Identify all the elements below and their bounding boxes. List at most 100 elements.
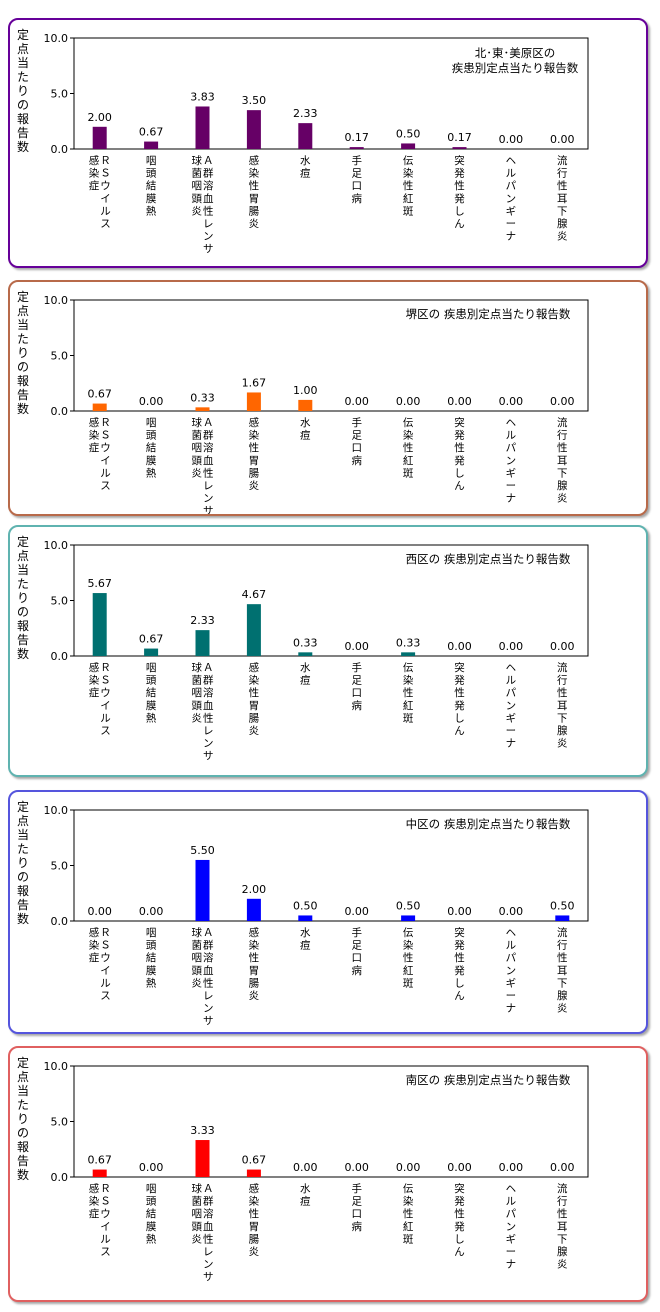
bar-5: [298, 652, 313, 656]
chart-title: 西区の 疾患別定点当たり報告数: [406, 552, 571, 566]
category-label: 手足口病: [351, 416, 362, 467]
chart-svg-5: 10.0 5.0 0.0 南区の 疾患別定点当たり報告数 0.67 ＲＳウイルス感染症 0.…: [44, 1060, 589, 1283]
data-label: 0.00: [447, 1161, 472, 1174]
data-label: 2.33: [190, 614, 215, 627]
data-label: 0.00: [344, 395, 369, 408]
bar-4: [246, 110, 261, 149]
chart-title: 堺区の 疾患別定点当たり報告数: [406, 307, 571, 321]
bar-10: [555, 915, 570, 921]
category-label: 咽頭結膜熱: [146, 927, 157, 989]
data-label: 0.67: [139, 633, 164, 646]
bar-3: [195, 407, 210, 411]
chart-svg-1: 10.0 5.0 0.0 北･東･美原区の疾患別定点当たり報告数 2.00 ＲＳウイルス感…: [44, 32, 589, 255]
data-label: 0.00: [447, 395, 472, 408]
category-label: 突発性発しん: [454, 926, 465, 1002]
data-label: 2.00: [87, 111, 112, 124]
category-label: 突発性発しん: [454, 154, 465, 230]
category-label: 感染性胃腸炎: [249, 926, 260, 1002]
data-label: 0.00: [139, 395, 164, 408]
data-label: 0.00: [550, 1161, 575, 1174]
plot-area: [73, 809, 589, 922]
plot-area: [73, 299, 589, 412]
bar-3: [195, 106, 210, 149]
data-label: 0.00: [293, 1161, 318, 1174]
data-label: 0.00: [344, 1161, 369, 1174]
category-label: ＲＳウイルス感染症: [89, 416, 111, 492]
category-label: 伝染性紅斑: [403, 417, 414, 479]
category-label: 水痘: [300, 417, 311, 442]
bar-1: [92, 403, 107, 411]
bar-4: [246, 1169, 261, 1177]
chart-panel-2: 定点当たりの報告数 10.0 5.0 0.0 堺区の 疾患別定点当たり報告数 0.67 ＲＳ…: [8, 280, 648, 516]
bar-3: [195, 1140, 210, 1177]
y-tick-label: 10.0: [44, 804, 69, 817]
category-label: Ａ群溶血性レンサ球菌咽頭炎: [192, 926, 215, 1027]
bar-7: [401, 915, 416, 921]
data-label: 0.50: [396, 899, 421, 912]
bar-2: [144, 648, 159, 656]
data-label: 0.00: [396, 1161, 421, 1174]
data-label: 0.00: [87, 905, 112, 918]
bar-5: [298, 399, 313, 411]
category-label: 水痘: [300, 155, 311, 180]
category-label: 突発性発しん: [454, 661, 465, 737]
data-label: 0.00: [550, 133, 575, 146]
category-label: Ａ群溶血性レンサ球菌咽頭炎: [192, 1182, 215, 1283]
data-label: 0.00: [499, 395, 524, 408]
category-label: 水痘: [300, 662, 311, 687]
data-label: 0.00: [139, 1161, 164, 1174]
data-label: 0.67: [139, 126, 164, 139]
bar-2: [144, 141, 159, 149]
y-axis-label: 定点当たりの報告数: [16, 535, 29, 661]
bar-3: [195, 859, 210, 921]
data-label: 0.33: [190, 391, 215, 404]
y-tick-label: 0.0: [51, 650, 69, 663]
data-label: 0.00: [447, 640, 472, 653]
category-label: ヘルパンギーナ: [506, 1183, 517, 1271]
data-label: 0.00: [396, 395, 421, 408]
chart-panel-1: 定点当たりの報告数 10.0 5.0 0.0 北･東･美原区の疾患別定点当たり報告数 2.…: [8, 18, 648, 268]
data-label: 2.00: [242, 883, 267, 896]
category-label: 伝染性紅斑: [403, 155, 414, 217]
y-tick-label: 5.0: [51, 595, 69, 608]
category-label: 咽頭結膜熱: [146, 1183, 157, 1245]
data-label: 0.00: [550, 640, 575, 653]
chart-panel-5: 定点当たりの報告数 10.0 5.0 0.0 南区の 疾患別定点当たり報告数 0.67 ＲＳ…: [8, 1046, 648, 1302]
category-label: 水痘: [300, 1183, 311, 1208]
data-label: 4.67: [242, 588, 267, 601]
category-label: ヘルパンギーナ: [506, 417, 517, 505]
chart-title: 南区の 疾患別定点当たり報告数: [406, 1073, 571, 1087]
y-axis-label: 定点当たりの報告数: [16, 28, 29, 154]
category-label: 咽頭結膜熱: [146, 417, 157, 479]
data-label: 0.67: [242, 1154, 267, 1167]
category-label: 突発性発しん: [454, 416, 465, 492]
category-label: ＲＳウイルス感染症: [89, 1182, 111, 1258]
data-label: 2.33: [293, 107, 318, 120]
data-label: 5.67: [87, 577, 112, 590]
chart-svg-2: 10.0 5.0 0.0 堺区の 疾患別定点当たり報告数 0.67 ＲＳウイルス感染症 0.…: [44, 294, 589, 514]
data-label: 3.83: [190, 90, 215, 103]
category-label: 感染性胃腸炎: [249, 1182, 260, 1258]
bar-6: [349, 147, 364, 149]
bar-1: [92, 593, 107, 656]
category-label: Ａ群溶血性レンサ球菌咽頭炎: [192, 154, 215, 255]
data-label: 0.50: [396, 127, 421, 140]
chart-svg-4: 10.0 5.0 0.0 中区の 疾患別定点当たり報告数 0.00 ＲＳウイルス感染症 0.…: [44, 804, 589, 1027]
bar-1: [92, 1169, 107, 1177]
data-label: 0.50: [293, 899, 318, 912]
data-label: 0.17: [447, 131, 472, 144]
chart-panel-4: 定点当たりの報告数 10.0 5.0 0.0 中区の 疾患別定点当たり報告数 0.00 ＲＳ…: [8, 790, 648, 1034]
y-tick-label: 5.0: [51, 350, 69, 363]
y-axis-label: 定点当たりの報告数: [16, 800, 29, 926]
bar-7: [401, 143, 416, 149]
y-tick-label: 0.0: [51, 915, 69, 928]
category-label: 流行性耳下腺炎: [557, 154, 568, 243]
data-label: 0.17: [344, 131, 369, 144]
data-label: 0.00: [139, 905, 164, 918]
category-label: 水痘: [300, 927, 311, 952]
category-label: 流行性耳下腺炎: [557, 926, 568, 1015]
category-label: 流行性耳下腺炎: [557, 661, 568, 750]
data-label: 3.50: [242, 94, 267, 107]
data-label: 0.50: [550, 899, 575, 912]
y-tick-label: 0.0: [51, 1171, 69, 1184]
